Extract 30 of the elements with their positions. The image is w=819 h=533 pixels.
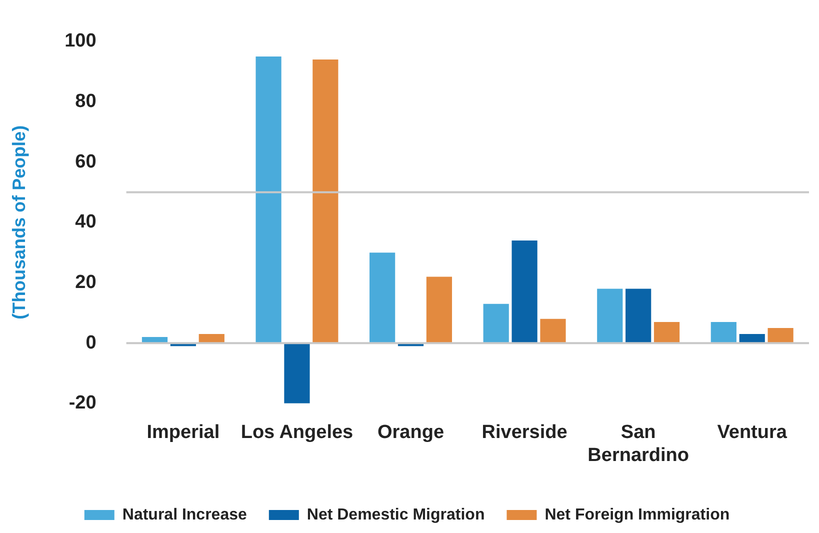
- x-tick-label: Imperial: [146, 422, 220, 444]
- y-tick-label: 60: [75, 151, 96, 172]
- y-axis-title: (Thousands of People): [8, 125, 29, 320]
- x-tick-label: Los Angeles: [240, 422, 354, 444]
- y-tick-label: 0: [86, 332, 96, 354]
- bar: [256, 56, 282, 344]
- y-tick-label: 100: [64, 30, 96, 52]
- y-tick-label: 20: [75, 272, 96, 293]
- x-tick-label: Riverside: [482, 422, 568, 444]
- bar: [370, 252, 396, 344]
- bar: [483, 304, 509, 344]
- bar: [312, 60, 338, 344]
- x-tick-label: San Bernardino: [588, 422, 690, 466]
- bar: [540, 318, 566, 344]
- x-tick-label: Orange: [377, 422, 444, 444]
- bar: [284, 343, 310, 404]
- x-tick-label: Ventura: [717, 422, 788, 444]
- y-tick-label: -20: [68, 392, 96, 414]
- bar: [512, 240, 538, 344]
- legend-label: Net Foreign Immigration: [544, 506, 730, 524]
- bar: [597, 288, 623, 344]
- bar: [710, 322, 736, 344]
- legend-label: Net Demestic Migration: [306, 506, 485, 524]
- bar: [654, 322, 680, 344]
- y-tick-label: 80: [75, 90, 96, 112]
- bar: [768, 328, 794, 344]
- bar: [626, 288, 652, 344]
- legend-label: Natural Increase: [122, 506, 247, 524]
- y-tick-label: 40: [75, 212, 96, 233]
- bar: [426, 276, 452, 344]
